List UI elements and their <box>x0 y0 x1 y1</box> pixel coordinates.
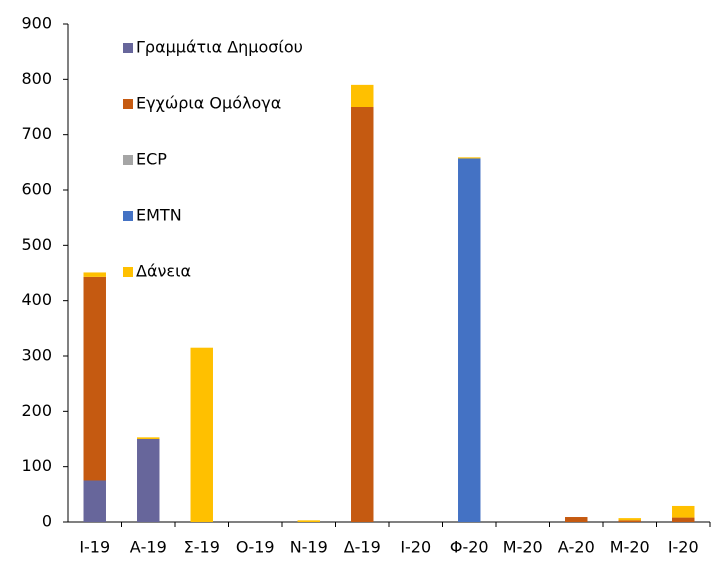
bar <box>83 272 106 277</box>
bar <box>351 107 374 522</box>
legend-label: Εγχώρια Ομόλογα <box>136 94 281 113</box>
y-tick-label: 200 <box>21 401 52 420</box>
x-tick-label: Ι-20 <box>400 538 431 557</box>
legend-label: ECP <box>136 150 167 169</box>
x-tick-label: Σ-19 <box>184 538 220 557</box>
bar <box>190 347 213 522</box>
bar <box>137 437 160 439</box>
bar <box>83 276 106 481</box>
legend-swatch <box>123 211 133 221</box>
y-tick-label: 0 <box>42 512 52 531</box>
legend-label: Δάνεια <box>136 262 191 281</box>
bar <box>297 520 320 522</box>
x-tick-label: Φ-20 <box>450 538 489 557</box>
bar <box>137 439 160 522</box>
x-tick-label: Δ-19 <box>344 538 381 557</box>
x-tick-label: Α-20 <box>558 538 595 557</box>
y-tick-label: 400 <box>21 290 52 309</box>
bar <box>618 518 641 521</box>
legend-swatch <box>123 155 133 165</box>
bar <box>618 520 641 522</box>
bar <box>351 84 374 107</box>
x-tick-label: Ι-20 <box>668 538 699 557</box>
y-tick-label: 900 <box>21 14 52 33</box>
bar <box>672 505 695 518</box>
legend-swatch <box>123 99 133 109</box>
bar <box>672 517 695 522</box>
x-tick-label: Μ-20 <box>503 538 543 557</box>
x-tick-label: Ι-19 <box>79 538 110 557</box>
x-tick-label: Ο-19 <box>236 538 275 557</box>
y-tick-label: 100 <box>21 456 52 475</box>
legend-swatch <box>123 43 133 53</box>
bar <box>458 158 481 522</box>
legend-label: Γραμμάτια Δημοσίου <box>136 38 303 57</box>
legend-label: EMTN <box>136 206 182 225</box>
y-tick-label: 700 <box>21 124 52 143</box>
x-tick-label: Ν-19 <box>290 538 328 557</box>
x-tick-label: Μ-20 <box>610 538 650 557</box>
y-tick-label: 800 <box>21 69 52 88</box>
bar <box>83 480 106 522</box>
y-tick-label: 600 <box>21 180 52 199</box>
y-tick-label: 300 <box>21 346 52 365</box>
y-tick-label: 500 <box>21 235 52 254</box>
bar <box>458 157 481 159</box>
x-tick-label: Α-19 <box>130 538 167 557</box>
bar <box>565 517 588 522</box>
legend-swatch <box>123 267 133 277</box>
